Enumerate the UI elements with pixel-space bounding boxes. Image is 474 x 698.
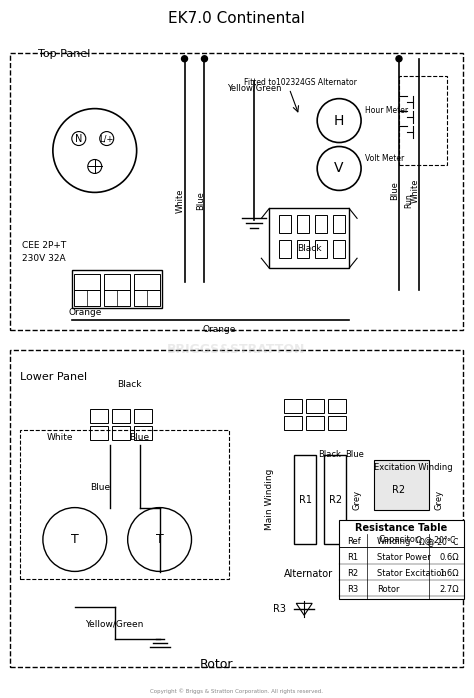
Circle shape	[201, 56, 208, 61]
Bar	[90, 426, 108, 440]
Text: R2: R2	[347, 569, 358, 578]
Circle shape	[182, 56, 188, 61]
Text: Stator Power: Stator Power	[377, 553, 431, 562]
Bar	[74, 290, 100, 306]
Bar	[279, 216, 291, 233]
Text: Black: Black	[318, 450, 341, 459]
Text: 1.6Ω: 1.6Ω	[439, 569, 459, 578]
Text: Grey: Grey	[434, 489, 443, 510]
Text: L/+: L/+	[100, 134, 114, 143]
Text: BRIGGS&STRATTON: BRIGGS&STRATTON	[167, 343, 306, 357]
Bar	[374, 525, 429, 554]
Text: Ω @ 20° C: Ω @ 20° C	[419, 537, 459, 546]
Text: Run: Run	[404, 193, 413, 208]
Text: Copyright © Briggs & Stratton Corporation. All rights reserved.: Copyright © Briggs & Stratton Corporatio…	[150, 688, 323, 694]
Bar	[112, 409, 130, 423]
Bar	[324, 454, 346, 544]
Text: 230V 32A: 230V 32A	[22, 254, 65, 262]
Bar	[333, 216, 345, 233]
Text: Capacitor: Capacitor	[379, 535, 419, 544]
Text: Yellow/Green: Yellow/Green	[85, 620, 144, 629]
Text: Grey: Grey	[353, 489, 362, 510]
Text: Lower Panel: Lower Panel	[20, 372, 87, 382]
Bar	[269, 209, 349, 268]
Text: White: White	[46, 433, 73, 443]
Bar	[72, 270, 162, 308]
Text: Black: Black	[297, 244, 321, 253]
Text: R1: R1	[299, 495, 312, 505]
Text: Alternator: Alternator	[284, 570, 333, 579]
Bar	[328, 416, 346, 430]
Circle shape	[396, 56, 402, 61]
Bar	[134, 274, 160, 290]
Text: White: White	[410, 178, 419, 202]
Bar	[279, 240, 291, 258]
Bar	[315, 216, 327, 233]
Bar	[104, 274, 130, 290]
Text: T: T	[156, 533, 164, 546]
Text: CEE 2P+T: CEE 2P+T	[22, 241, 66, 250]
Bar	[134, 290, 160, 306]
Bar	[315, 240, 327, 258]
Bar	[112, 426, 130, 440]
Text: Fitted to102324GS Alternator: Fitted to102324GS Alternator	[245, 78, 357, 87]
Text: Rotor: Rotor	[200, 658, 233, 671]
Text: Black: Black	[118, 380, 142, 389]
Text: N: N	[75, 133, 82, 144]
Text: Ω @ 20° C: Ω @ 20° C	[417, 535, 456, 544]
Text: R2: R2	[392, 484, 406, 495]
Bar	[306, 399, 324, 413]
Bar	[90, 409, 108, 423]
Text: R2: R2	[328, 495, 342, 505]
Text: V: V	[334, 161, 344, 175]
Text: Blue: Blue	[345, 450, 364, 459]
Bar	[294, 454, 316, 544]
Text: R3: R3	[347, 585, 358, 594]
Text: Rotor: Rotor	[377, 585, 400, 594]
FancyBboxPatch shape	[374, 460, 429, 510]
Text: Stator Excitation: Stator Excitation	[377, 569, 447, 578]
Text: 0.6Ω: 0.6Ω	[439, 553, 459, 562]
Bar	[284, 399, 302, 413]
Text: Resistance Table: Resistance Table	[356, 523, 447, 533]
Text: Hour Meter: Hour Meter	[365, 106, 408, 115]
Bar	[104, 290, 130, 306]
Bar	[134, 426, 152, 440]
Text: Yellow/Green: Yellow/Green	[227, 84, 282, 93]
Text: 2.7Ω: 2.7Ω	[439, 585, 459, 594]
Text: Winding: Winding	[377, 537, 411, 546]
Text: Ref: Ref	[347, 537, 361, 546]
Text: Main Winding: Main Winding	[265, 469, 274, 530]
Bar	[297, 240, 309, 258]
Bar	[328, 399, 346, 413]
Text: Orange: Orange	[68, 308, 101, 317]
Text: Orange: Orange	[203, 325, 236, 334]
Text: H: H	[334, 114, 344, 128]
Text: Excitation Winding: Excitation Winding	[374, 463, 453, 472]
Text: R1: R1	[347, 553, 358, 562]
Text: Volt Meter: Volt Meter	[365, 154, 404, 163]
Text: Blue: Blue	[90, 483, 110, 492]
Text: R3: R3	[273, 604, 286, 614]
Text: Top Panel: Top Panel	[38, 49, 90, 59]
Text: T: T	[71, 533, 79, 546]
Bar	[306, 416, 324, 430]
Bar	[333, 240, 345, 258]
Text: Blue: Blue	[196, 191, 205, 210]
Text: EK7.0 Continental: EK7.0 Continental	[168, 11, 305, 27]
Text: White: White	[176, 188, 185, 213]
Bar	[339, 519, 464, 600]
Bar	[284, 416, 302, 430]
Bar	[297, 216, 309, 233]
Bar	[74, 274, 100, 290]
Text: Blue: Blue	[129, 433, 150, 443]
Bar	[134, 409, 152, 423]
Text: Blue: Blue	[391, 181, 400, 200]
